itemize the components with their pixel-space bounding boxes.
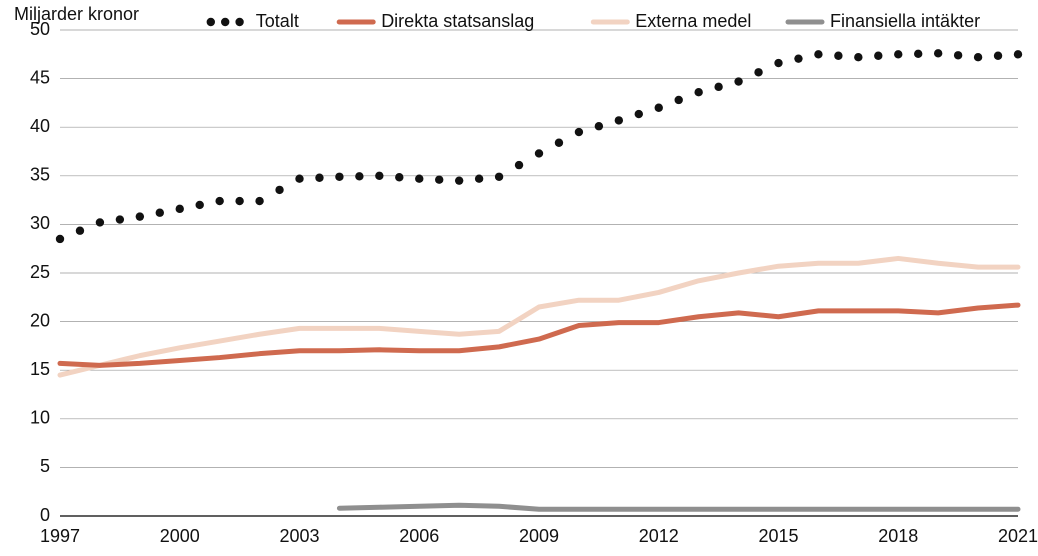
series-dot <box>615 116 623 124</box>
x-tick-label: 2006 <box>399 526 439 546</box>
y-tick-label: 15 <box>30 359 50 379</box>
series-dot <box>595 122 603 130</box>
legend-label: Totalt <box>256 11 299 31</box>
series-dot <box>635 110 643 118</box>
series-dot <box>495 173 503 181</box>
series-dot <box>196 201 204 209</box>
series-dot <box>176 205 184 213</box>
series-dot <box>235 197 243 205</box>
series-dot <box>754 68 762 76</box>
series-dot <box>874 52 882 60</box>
series-dot <box>994 52 1002 60</box>
series-dot <box>974 53 982 61</box>
legend-label: Finansiella intäkter <box>830 11 980 31</box>
x-tick-label: 2009 <box>519 526 559 546</box>
x-tick-label: 2015 <box>758 526 798 546</box>
y-tick-label: 10 <box>30 408 50 428</box>
series-dot <box>56 235 64 243</box>
series-dot <box>215 197 223 205</box>
y-tick-label: 30 <box>30 213 50 233</box>
series-dot <box>934 49 942 57</box>
series-dot <box>136 212 144 220</box>
legend-dot-icon <box>235 18 243 26</box>
series-dot <box>475 175 483 183</box>
line-chart: 0510152025303540455019972000200320062009… <box>0 0 1038 556</box>
series-dot <box>156 209 164 217</box>
series-dot <box>854 53 862 61</box>
series-dot <box>575 128 583 136</box>
series-dot <box>116 215 124 223</box>
series-dot <box>415 175 423 183</box>
series-dot <box>375 172 383 180</box>
series-dot <box>694 88 702 96</box>
series-dot <box>395 173 403 181</box>
series-dot <box>515 161 523 169</box>
series-dot <box>914 50 922 58</box>
series-dot <box>255 197 263 205</box>
series-dot <box>814 50 822 58</box>
series-dot <box>76 227 84 235</box>
x-tick-label: 2021 <box>998 526 1038 546</box>
series-dot <box>315 174 323 182</box>
x-tick-label: 2018 <box>878 526 918 546</box>
x-tick-label: 1997 <box>40 526 80 546</box>
y-tick-label: 45 <box>30 67 50 87</box>
y-tick-label: 20 <box>30 310 50 330</box>
series-dot <box>794 54 802 62</box>
series-dot <box>894 50 902 58</box>
y-tick-label: 5 <box>40 456 50 476</box>
chart-container: 0510152025303540455019972000200320062009… <box>0 0 1038 556</box>
series-dot <box>275 186 283 194</box>
x-tick-label: 2012 <box>639 526 679 546</box>
series-dot <box>954 51 962 59</box>
series-dot <box>1014 50 1022 58</box>
y-tick-label: 35 <box>30 165 50 185</box>
legend-dot-icon <box>221 18 229 26</box>
series-dot <box>675 96 683 104</box>
y-tick-label: 25 <box>30 262 50 282</box>
series-dot <box>834 52 842 60</box>
legend-dot-icon <box>207 18 215 26</box>
series-dot <box>774 59 782 67</box>
series-dot <box>96 218 104 226</box>
series-dot <box>714 83 722 91</box>
series-dot <box>335 173 343 181</box>
series-dot <box>535 149 543 157</box>
x-tick-label: 2003 <box>279 526 319 546</box>
x-tick-label: 2000 <box>160 526 200 546</box>
series-dot <box>435 175 443 183</box>
legend-label: Direkta statsanslag <box>381 11 534 31</box>
y-tick-label: 0 <box>40 505 50 525</box>
series-dot <box>555 139 563 147</box>
series-dot <box>655 104 663 112</box>
y-axis-title: Miljarder kronor <box>14 4 139 24</box>
legend-label: Externa medel <box>635 11 751 31</box>
series-dot <box>455 176 463 184</box>
y-tick-label: 40 <box>30 116 50 136</box>
series-dot <box>355 172 363 180</box>
series-dot <box>734 77 742 85</box>
chart-background <box>0 0 1038 556</box>
series-dot <box>295 175 303 183</box>
